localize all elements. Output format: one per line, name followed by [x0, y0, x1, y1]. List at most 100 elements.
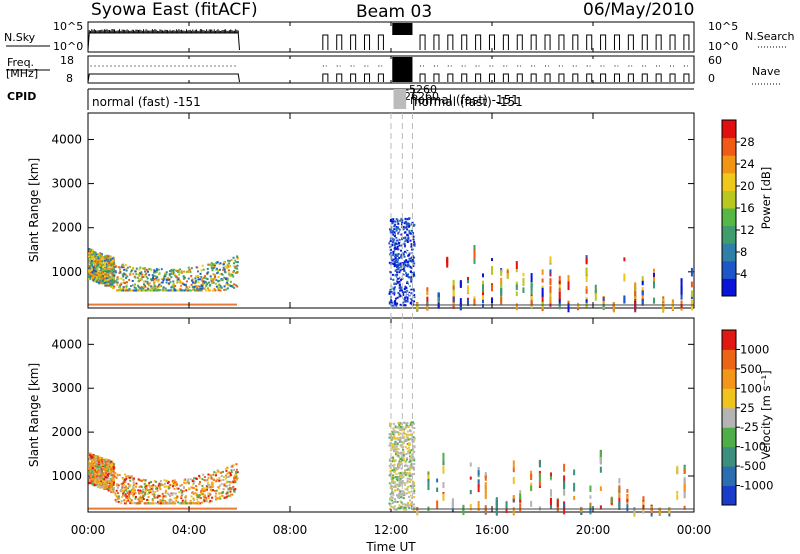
echo-cell [199, 496, 202, 499]
echo-cell [178, 273, 181, 276]
echo-cell [413, 490, 416, 493]
nsky-pulse [613, 34, 621, 50]
echo-cell [408, 252, 411, 255]
echo-cell [140, 492, 143, 495]
echo-cell [403, 260, 406, 263]
echo-cell [148, 289, 151, 292]
echo-cell [404, 272, 407, 275]
echo-cell [233, 265, 236, 268]
echo-cell [519, 503, 522, 512]
echo-cell [530, 303, 533, 309]
echo-cell [133, 501, 136, 504]
echo-cell [397, 229, 400, 232]
echo-cell [89, 462, 92, 465]
echo-cell [395, 484, 398, 487]
echo-cell [178, 502, 181, 505]
echo-cell [407, 438, 410, 441]
echo-cell [530, 284, 533, 291]
echo-cell [427, 471, 430, 475]
echo-cell [104, 263, 107, 266]
echo-cell [405, 261, 408, 264]
echo-cell [103, 275, 106, 278]
echo-cell [388, 301, 391, 304]
echo-cell [187, 482, 190, 485]
nsky-pulse [558, 34, 565, 50]
echo-cell [151, 493, 154, 496]
echo-cell [125, 502, 128, 505]
echo-cell [89, 454, 92, 457]
echo-cell [185, 489, 188, 492]
echo-cell [541, 298, 544, 305]
echo-cell [88, 247, 91, 250]
echo-cell [403, 428, 406, 431]
echo-cell [189, 478, 192, 481]
echo-cell [505, 501, 508, 510]
echo-cell [89, 469, 92, 472]
echo-cell [90, 255, 93, 258]
echo-cell [111, 283, 114, 286]
echo-cell [394, 220, 397, 223]
echo-cell [131, 279, 134, 282]
echo-cell [401, 238, 404, 241]
echo-cell [403, 506, 406, 509]
echo-cell [109, 277, 112, 280]
echo-cell [228, 272, 231, 275]
echo-cell [405, 439, 408, 442]
echo-cell [103, 258, 106, 261]
echo-cell [97, 269, 100, 272]
echo-cell [90, 274, 93, 277]
echo-cell [106, 469, 109, 472]
echo-cell [152, 484, 155, 487]
echo-cell [412, 480, 415, 483]
echo-cell [156, 276, 159, 279]
echo-cell [195, 285, 198, 288]
colorbar-tick-label: 100 [740, 381, 762, 395]
echo-cell [490, 284, 493, 292]
echo-cell [412, 235, 415, 238]
echo-cell [437, 296, 440, 303]
echo-cell [125, 475, 128, 478]
echo-cell [90, 253, 93, 256]
echo-cell [99, 474, 102, 477]
echo-cell [408, 480, 411, 483]
echo-cell [390, 228, 393, 231]
echo-cell [140, 497, 143, 500]
echo-cell [122, 489, 125, 492]
echo-cell [144, 280, 147, 283]
echo-cell [88, 478, 91, 481]
echo-cell [397, 463, 400, 466]
echo-cell [197, 281, 200, 284]
echo-cell [165, 271, 168, 274]
echo-cell [170, 286, 173, 289]
echo-cell [398, 464, 401, 467]
echo-cell [399, 492, 402, 495]
echo-cell [190, 267, 193, 270]
echo-cell [392, 252, 395, 255]
echo-cell [209, 486, 212, 489]
echo-cell [389, 290, 392, 293]
echo-cell [98, 274, 101, 277]
echo-cell [146, 282, 149, 285]
echo-cell [231, 274, 234, 277]
echo-cell [175, 497, 178, 500]
echo-cell [400, 244, 403, 247]
echo-cell [233, 283, 236, 286]
nsky-block [392, 23, 413, 35]
echo-cell [218, 476, 221, 479]
echo-cell [394, 489, 397, 492]
echo-cell [144, 492, 147, 495]
echo-cell [403, 255, 406, 258]
echo-cell [394, 246, 397, 249]
echo-cell [96, 473, 99, 476]
echo-cell [222, 491, 225, 494]
echo-cell [111, 261, 114, 264]
echo-cell [109, 487, 112, 490]
echo-cell [130, 289, 133, 292]
echo-cell [107, 274, 110, 277]
echo-cell [215, 480, 218, 483]
echo-cell [177, 277, 180, 280]
echo-cell [436, 487, 439, 493]
x-tick-label: 04:00 [172, 523, 207, 537]
echo-cell [634, 294, 637, 300]
